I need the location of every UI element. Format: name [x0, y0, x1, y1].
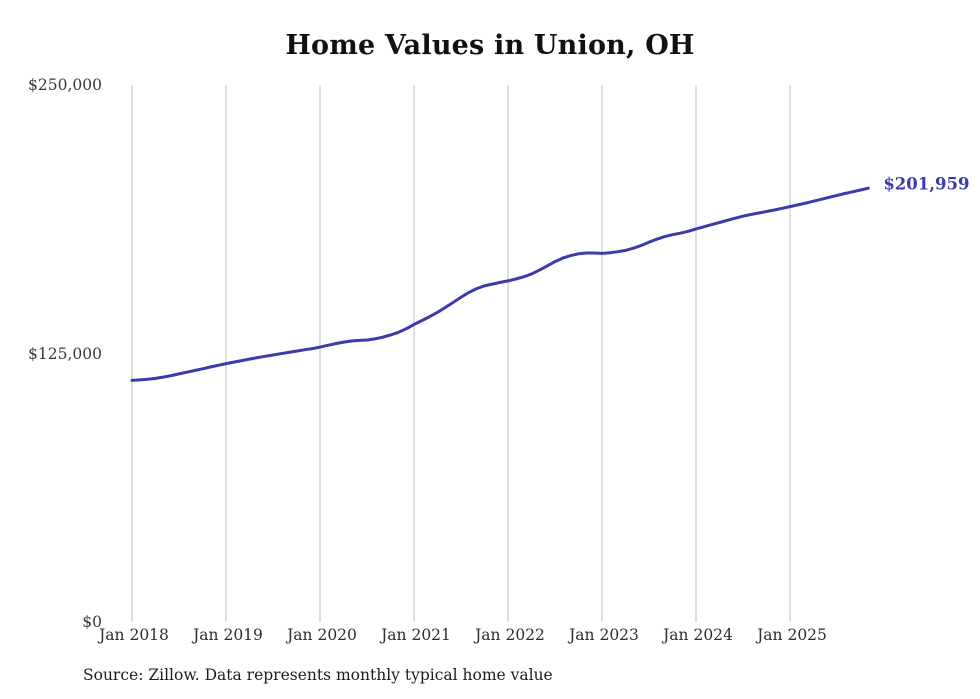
x-axis-label: Jan 2018	[99, 626, 169, 644]
y-axis-label: $250,000	[28, 76, 102, 94]
x-axis-label: Jan 2024	[663, 626, 733, 644]
x-axis-label: Jan 2025	[757, 626, 827, 644]
source-note: Source: Zillow. Data represents monthly …	[83, 666, 553, 684]
home-value-series-line	[130, 186, 870, 382]
y-axis-label: $0	[82, 613, 102, 631]
y-axis-label: $125,000	[28, 344, 102, 363]
chart-title: Home Values in Union, OH	[285, 30, 695, 61]
latest-value-label: $201,959	[883, 174, 970, 194]
x-axis-label: Jan 2020	[287, 626, 357, 644]
x-axis-label: Jan 2023	[569, 626, 639, 644]
x-axis-label: Jan 2021	[381, 626, 451, 644]
x-axis-label: Jan 2022	[475, 626, 545, 644]
x-axis-label: Jan 2019	[193, 626, 263, 644]
